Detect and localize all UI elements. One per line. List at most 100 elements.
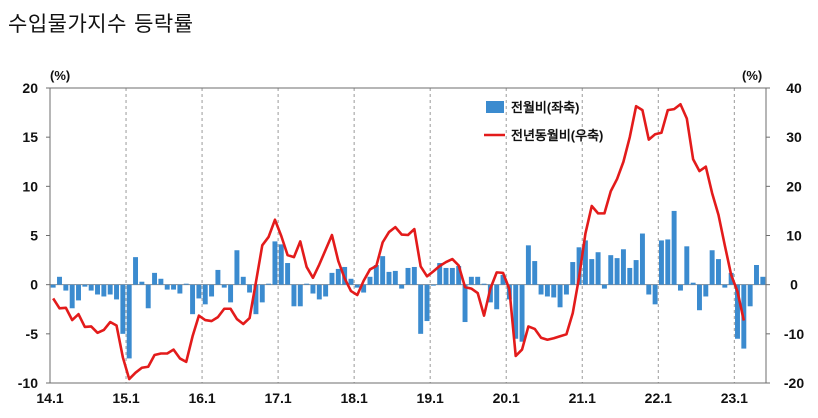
legend-bar-swatch [486, 101, 504, 113]
x-axis-ticks: 14.1 15.1 16.1 17.1 18.1 19.1 20.1 21.1 22.1 23.1 [36, 390, 748, 406]
left-tick-label: 10 [22, 178, 38, 194]
bar-mark [627, 267, 633, 285]
x-tick-label: 17.1 [264, 390, 291, 406]
bar-mark [563, 284, 569, 295]
left-tick-label: -5 [26, 326, 39, 342]
bar-mark [145, 284, 151, 309]
bar-mark [399, 284, 405, 289]
bar-mark [278, 244, 284, 285]
bar-mark [120, 284, 126, 334]
bar-mark [411, 266, 417, 285]
bar-mark [272, 241, 278, 285]
bar-mark [544, 284, 550, 297]
bar-mark [468, 276, 474, 285]
bar-mark [430, 284, 436, 286]
x-tick-label: 19.1 [417, 390, 444, 406]
bar-mark [152, 272, 158, 285]
bar-mark [646, 284, 652, 295]
bar-mark [462, 284, 468, 323]
chart-title: 수입물가지수 등락률 [8, 12, 194, 36]
bar-mark [684, 246, 690, 285]
x-tick-label: 15.1 [112, 390, 139, 406]
bar-mark [209, 284, 215, 297]
x-tick-label: 21.1 [569, 390, 596, 406]
bar-mark [639, 233, 645, 285]
bar-mark [652, 284, 658, 305]
bar-mark [494, 284, 500, 310]
bar-mark [443, 267, 449, 285]
bar-mark [95, 284, 100, 295]
bar-mark [601, 284, 607, 289]
bar-mark [754, 265, 759, 285]
bar-mark [735, 284, 740, 339]
bar-mark [88, 284, 94, 291]
bar-mark [335, 268, 341, 285]
x-tick-label: 16.1 [188, 390, 215, 406]
bar-mark [557, 284, 563, 308]
bar-mark [551, 284, 557, 298]
left-tick-label: 0 [30, 277, 38, 293]
bar-series [50, 210, 766, 359]
bar-mark [633, 260, 639, 285]
bar-mark [658, 240, 664, 285]
bar-mark [354, 284, 360, 288]
bar-mark [532, 261, 538, 285]
left-axis-unit: (%) [50, 68, 70, 83]
right-axis-unit: (%) [742, 68, 762, 83]
bar-mark [677, 284, 683, 291]
bar-mark [538, 284, 544, 295]
vertical-gridlines [125, 88, 735, 383]
right-tick-label: 0 [790, 277, 798, 293]
bar-mark [114, 284, 119, 300]
bar-mark [139, 281, 145, 285]
left-axis-ticks: -10 -5 0 5 10 15 20 [18, 80, 50, 391]
line-series [52, 102, 746, 381]
bar-mark [475, 276, 481, 285]
bar-mark [405, 267, 411, 285]
bar-mark [107, 284, 113, 295]
right-tick-label: 40 [786, 80, 802, 96]
bar-mark [608, 255, 614, 285]
right-axis-ticks: -20 -10 0 10 20 30 40 [766, 80, 804, 391]
bar-mark [183, 283, 189, 285]
bar-mark [76, 284, 81, 301]
bar-mark [418, 284, 424, 334]
bar-mark [709, 250, 715, 285]
bar-mark [386, 271, 392, 285]
bar-mark [424, 284, 430, 322]
bar-mark [304, 283, 310, 285]
bar-mark [570, 262, 576, 285]
bar-mark [82, 284, 88, 287]
left-tick-label: 15 [22, 129, 38, 145]
x-tick-label: 23.1 [721, 390, 748, 406]
legend-line-label: 전년동월비(우축) [511, 128, 603, 143]
bar-mark [373, 265, 379, 285]
right-tick-label: 30 [786, 129, 802, 145]
right-tick-label: -20 [784, 375, 804, 391]
left-tick-label: 5 [30, 228, 38, 244]
right-tick-label: 10 [786, 228, 802, 244]
bar-mark [716, 259, 721, 285]
bar-mark [728, 272, 734, 285]
bar-mark [266, 283, 272, 285]
bar-mark [620, 249, 626, 285]
bar-mark [133, 257, 139, 285]
bar-mark [164, 284, 170, 290]
bar-mark [69, 284, 75, 309]
legend-bar-label: 전월비(좌축) [511, 100, 579, 115]
bar-mark [449, 267, 455, 285]
bar-mark [177, 284, 183, 294]
bar-mark [747, 284, 753, 307]
bar-mark [361, 284, 367, 293]
bar-mark [158, 278, 164, 285]
x-tick-label: 22.1 [645, 390, 672, 406]
bar-mark [671, 210, 677, 285]
bar-mark [285, 263, 291, 285]
bar-mark [582, 240, 588, 285]
bar-mark [253, 284, 259, 315]
bar-mark [437, 263, 443, 285]
bar-mark [589, 259, 595, 285]
x-tick-label: 18.1 [341, 390, 368, 406]
left-tick-label: -10 [18, 375, 38, 391]
